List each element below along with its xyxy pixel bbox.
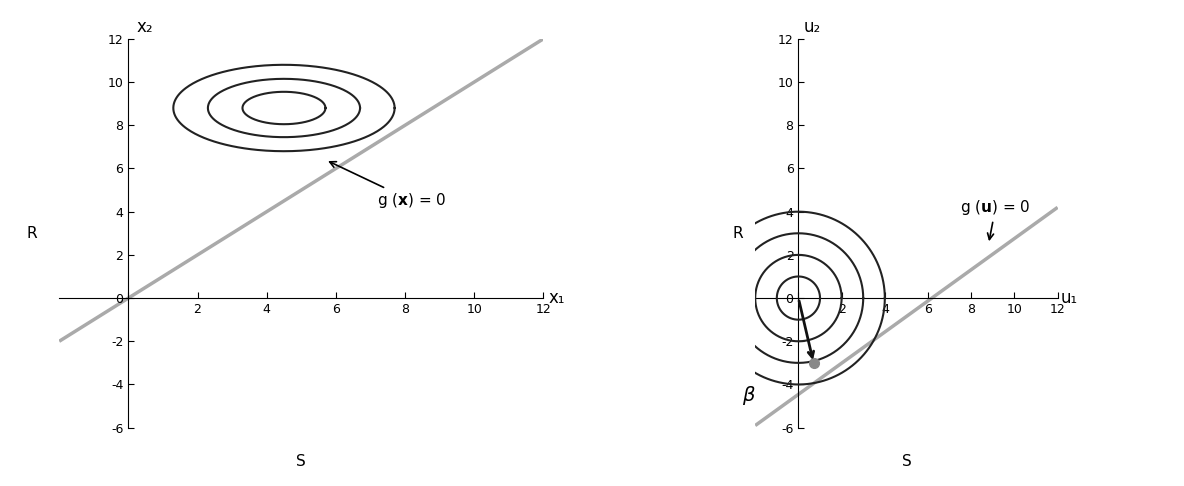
- Text: S: S: [901, 453, 912, 469]
- Text: $\beta$: $\beta$: [742, 384, 755, 407]
- Text: u₁: u₁: [1061, 289, 1077, 307]
- Text: R: R: [733, 226, 744, 241]
- Text: R: R: [26, 226, 37, 241]
- Text: S: S: [296, 453, 307, 469]
- Text: u₂: u₂: [804, 17, 821, 35]
- Text: g ($\mathbf{x}$) = 0: g ($\mathbf{x}$) = 0: [329, 162, 446, 210]
- Text: x₂: x₂: [137, 17, 154, 35]
- Text: x₁: x₁: [548, 289, 565, 307]
- Text: g ($\mathbf{u}$) = 0: g ($\mathbf{u}$) = 0: [960, 198, 1031, 240]
